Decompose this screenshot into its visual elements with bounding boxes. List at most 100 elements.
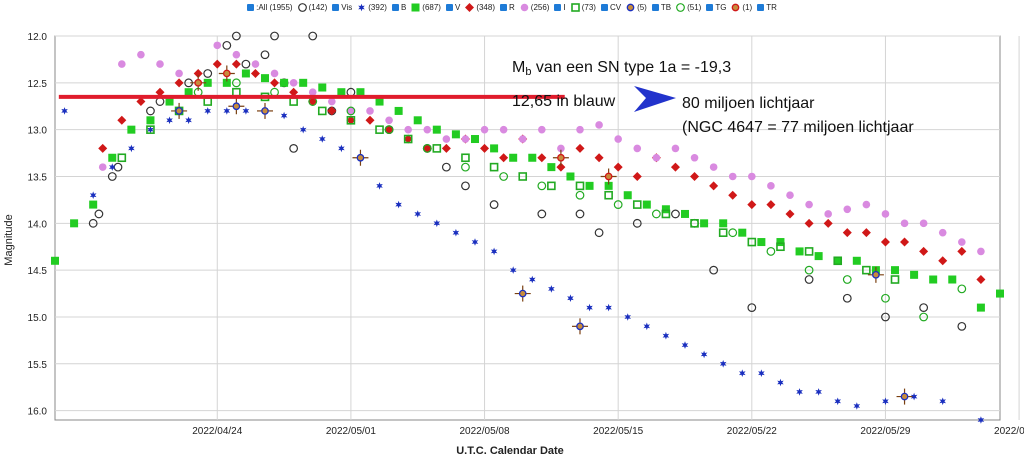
legend-label: TG <box>715 2 727 12</box>
legend-label: (73) <box>581 2 596 12</box>
point-r <box>365 115 375 125</box>
point-v <box>833 256 842 265</box>
point-b <box>977 416 985 424</box>
legend-item[interactable]: TR <box>757 3 777 12</box>
point-v <box>337 88 346 97</box>
y-tick-label: 16.0 <box>28 407 48 418</box>
point-r <box>499 153 509 163</box>
legend-item[interactable]: (256) <box>520 2 550 12</box>
legend-item[interactable]: (392) <box>357 3 387 12</box>
legend-item[interactable]: TG <box>706 3 726 12</box>
legend-item[interactable]: (142) <box>297 2 327 12</box>
point-b <box>338 144 345 153</box>
point-r <box>823 218 833 228</box>
checkbox-icon[interactable] <box>332 3 340 11</box>
point-v <box>280 78 289 87</box>
arrow-icon <box>634 86 676 112</box>
point-r <box>709 181 719 191</box>
point-tr <box>218 65 235 82</box>
point-cv <box>632 200 642 209</box>
legend-item[interactable]: (73) <box>570 2 596 12</box>
legend-item[interactable]: (51) <box>676 3 701 12</box>
point-r <box>308 97 318 107</box>
checkbox-icon[interactable] <box>600 3 608 11</box>
legend-label: (256) <box>530 2 550 12</box>
point-tg <box>537 181 547 191</box>
square-icon <box>411 3 420 11</box>
point-tb <box>352 149 369 166</box>
legend-item[interactable]: B <box>391 3 406 12</box>
point-vis <box>671 209 680 219</box>
point-b <box>796 388 803 396</box>
point-b <box>395 200 402 209</box>
point-b <box>128 144 135 153</box>
point-b <box>910 392 918 401</box>
point-r <box>957 246 967 256</box>
point-tg <box>384 125 394 135</box>
point-vis <box>575 209 585 219</box>
checkbox-icon[interactable] <box>445 3 453 11</box>
series-tb <box>171 98 913 405</box>
annotations: Mb van een SN type 1a = -19,3 12,65 in bl… <box>512 59 914 136</box>
point-b <box>834 397 841 406</box>
legend-item[interactable]: TB <box>651 3 671 12</box>
point-b <box>109 163 116 171</box>
checkbox-icon[interactable] <box>706 3 714 11</box>
checkbox-icon[interactable] <box>651 3 659 11</box>
point-b <box>586 303 593 312</box>
point-vis <box>489 200 499 209</box>
ring-glyph <box>297 2 307 12</box>
legend-label: (5) <box>637 2 647 12</box>
point-tb <box>171 102 188 119</box>
point-r <box>117 115 127 125</box>
point-r <box>346 115 356 125</box>
legend-item[interactable]: (1) <box>731 3 752 12</box>
point-tg <box>957 284 967 294</box>
legend-label: (392) <box>368 2 387 12</box>
diamond-icon <box>465 2 475 12</box>
point-v <box>509 153 518 162</box>
legend-item[interactable]: Vis <box>332 3 352 12</box>
point-r <box>441 143 451 153</box>
point-v <box>471 135 479 144</box>
point-v <box>318 83 327 92</box>
point-vis <box>709 265 719 275</box>
point-r <box>938 256 948 266</box>
point-b <box>777 378 784 387</box>
point-v <box>585 181 594 190</box>
legend-item[interactable]: (687) <box>411 3 441 12</box>
checkbox-icon[interactable] <box>757 3 765 11</box>
legend-item[interactable]: (348) <box>465 2 495 12</box>
checkbox-icon[interactable] <box>247 3 255 11</box>
checkbox-icon[interactable] <box>500 3 507 11</box>
x-tick-label: 2022/05/29 <box>860 426 910 437</box>
point-tg <box>499 172 509 181</box>
point-v <box>547 163 556 172</box>
point-cv <box>461 153 470 163</box>
point-i <box>748 172 756 181</box>
legend-item[interactable]: CV <box>600 3 621 12</box>
point-v <box>719 219 728 228</box>
point-cv <box>747 237 757 247</box>
point-cv <box>604 190 613 200</box>
legend-item[interactable]: :All (1955) <box>247 3 293 12</box>
point-r <box>575 143 585 153</box>
point-v <box>795 247 804 256</box>
point-cv <box>776 242 785 252</box>
point-v <box>89 200 98 209</box>
legend-item[interactable]: R <box>500 3 515 12</box>
point-r <box>327 106 337 116</box>
point-vis <box>113 162 123 172</box>
legend-item[interactable]: I <box>554 3 566 12</box>
legend-item[interactable]: (5) <box>626 3 647 12</box>
point-v <box>432 125 441 134</box>
point-tg <box>461 162 470 172</box>
point-i <box>442 135 451 143</box>
point-b <box>185 116 192 125</box>
legend-item[interactable]: V <box>445 3 460 12</box>
point-vis <box>88 218 98 228</box>
checkbox-icon[interactable] <box>391 3 399 11</box>
point-vis <box>594 228 604 238</box>
checkbox-icon[interactable] <box>554 3 562 11</box>
point-r <box>900 237 910 247</box>
